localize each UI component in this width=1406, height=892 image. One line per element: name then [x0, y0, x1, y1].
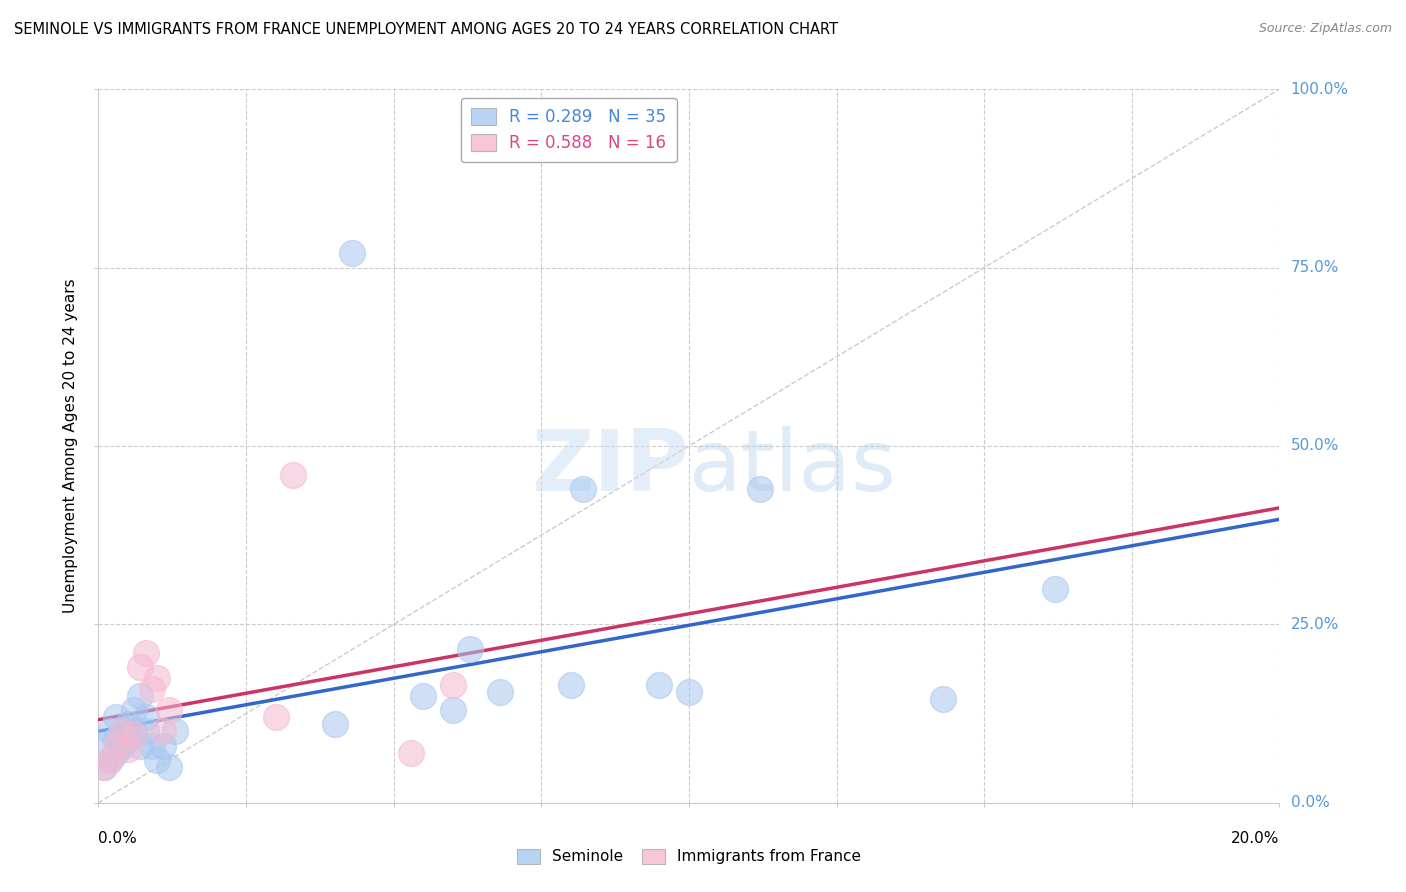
Point: [571, 482, 593, 496]
Point: [489, 685, 512, 699]
Point: [128, 739, 150, 753]
Text: 20.0%: 20.0%: [1232, 831, 1279, 847]
Point: [122, 728, 145, 742]
Text: SEMINOLE VS IMMIGRANTS FROM FRANCE UNEMPLOYMENT AMONG AGES 20 TO 24 YEARS CORREL: SEMINOLE VS IMMIGRANTS FROM FRANCE UNEMP…: [14, 22, 838, 37]
Point: [342, 246, 364, 260]
Point: [117, 731, 139, 746]
Point: [117, 717, 139, 731]
Point: [323, 717, 346, 731]
Point: [283, 467, 305, 482]
Point: [152, 724, 174, 739]
Y-axis label: Unemployment Among Ages 20 to 24 years: Unemployment Among Ages 20 to 24 years: [63, 278, 79, 614]
Point: [105, 710, 128, 724]
Point: [460, 642, 482, 657]
Text: 50.0%: 50.0%: [1291, 439, 1339, 453]
Point: [141, 681, 163, 696]
Point: [135, 710, 157, 724]
Point: [152, 739, 174, 753]
Point: [117, 742, 139, 756]
Point: [122, 703, 145, 717]
Point: [111, 724, 134, 739]
Point: [157, 703, 180, 717]
Text: ZIP: ZIP: [531, 425, 689, 509]
Point: [105, 731, 128, 746]
Text: 0.0%: 0.0%: [1291, 796, 1329, 810]
Point: [105, 746, 128, 760]
Point: [441, 703, 464, 717]
Point: [128, 689, 150, 703]
Point: [93, 760, 115, 774]
Text: atlas: atlas: [689, 425, 897, 509]
Point: [135, 646, 157, 660]
Point: [441, 678, 464, 692]
Point: [98, 724, 121, 739]
Point: [122, 724, 145, 739]
Point: [932, 692, 955, 706]
Point: [648, 678, 671, 692]
Point: [93, 739, 115, 753]
Point: [111, 739, 134, 753]
Point: [146, 753, 169, 767]
Text: Source: ZipAtlas.com: Source: ZipAtlas.com: [1258, 22, 1392, 36]
Point: [412, 689, 434, 703]
Point: [105, 739, 128, 753]
Point: [98, 753, 121, 767]
Point: [157, 760, 180, 774]
Point: [678, 685, 700, 699]
Text: 75.0%: 75.0%: [1291, 260, 1339, 275]
Legend: Seminole, Immigrants from France: Seminole, Immigrants from France: [508, 839, 870, 873]
Point: [128, 660, 150, 674]
Point: [1043, 582, 1066, 596]
Point: [93, 760, 115, 774]
Text: 0.0%: 0.0%: [98, 831, 138, 847]
Point: [146, 671, 169, 685]
Point: [135, 724, 157, 739]
Point: [264, 710, 287, 724]
Point: [98, 753, 121, 767]
Text: 100.0%: 100.0%: [1291, 82, 1348, 96]
Point: [111, 724, 134, 739]
Point: [401, 746, 423, 760]
Point: [165, 724, 187, 739]
Text: 25.0%: 25.0%: [1291, 617, 1339, 632]
Point: [141, 739, 163, 753]
Point: [560, 678, 582, 692]
Point: [748, 482, 770, 496]
